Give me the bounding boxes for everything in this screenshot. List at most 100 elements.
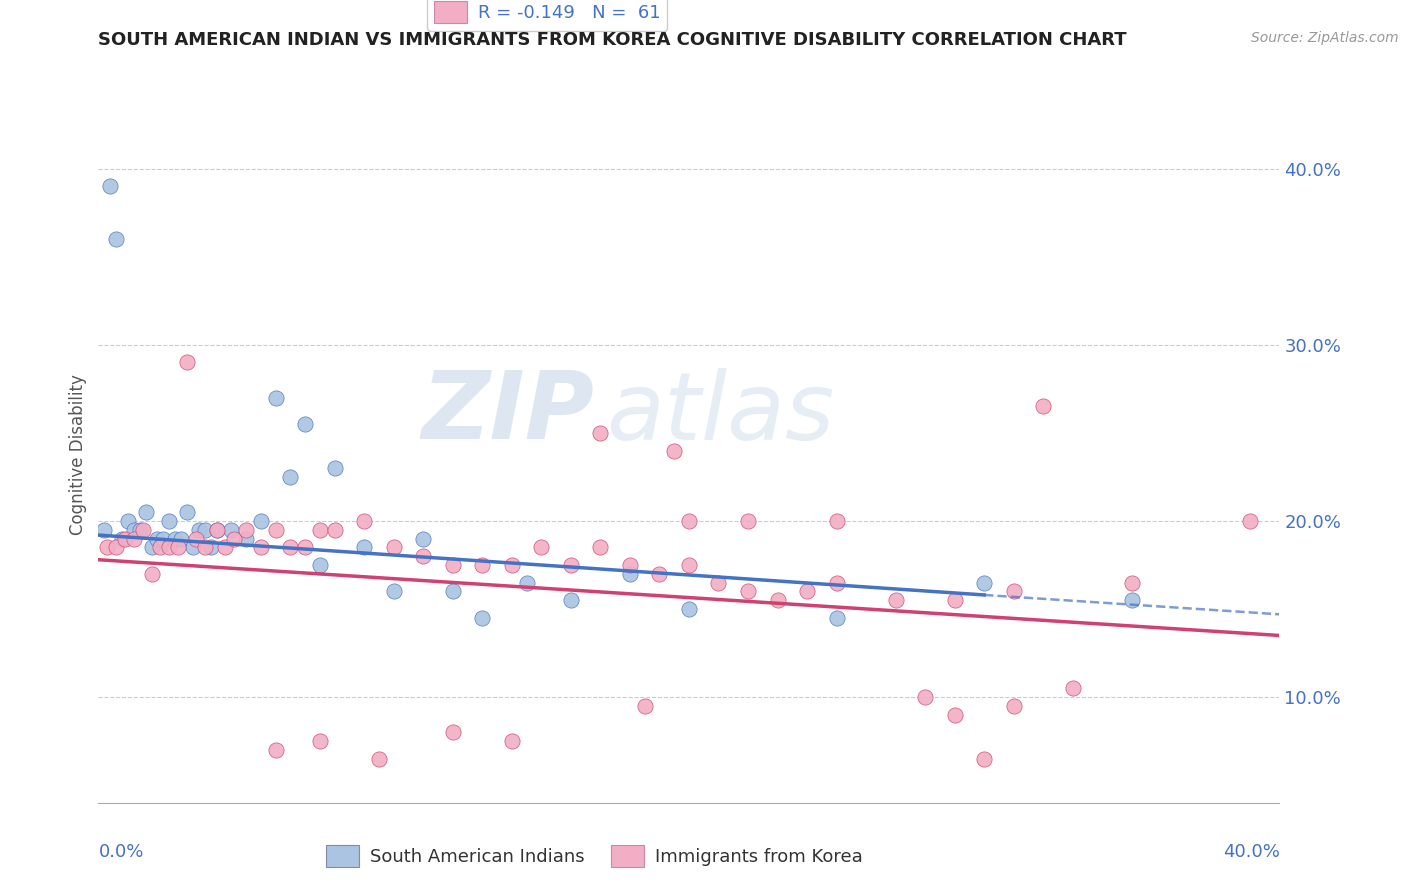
Point <box>560 593 582 607</box>
Point <box>141 566 163 581</box>
Text: ZIP: ZIP <box>422 368 595 459</box>
Point <box>1002 584 1025 599</box>
Point <box>205 523 228 537</box>
Point <box>648 566 671 581</box>
Point <box>157 514 180 528</box>
Point <box>117 514 139 528</box>
Point <box>214 541 236 555</box>
Point <box>766 593 789 607</box>
Text: 40.0%: 40.0% <box>1223 843 1279 861</box>
Point <box>1239 514 1261 528</box>
Point <box>353 541 375 555</box>
Point <box>141 541 163 555</box>
Point <box>973 575 995 590</box>
Point <box>471 558 494 572</box>
Point <box>309 558 332 572</box>
Point <box>664 443 686 458</box>
Point <box>382 584 405 599</box>
Point <box>1002 698 1025 713</box>
Point <box>619 558 641 572</box>
Point <box>560 558 582 572</box>
Point <box>589 425 612 440</box>
Point <box>1062 681 1084 696</box>
Point <box>264 743 287 757</box>
Point <box>516 575 538 590</box>
Point <box>93 523 115 537</box>
Point <box>707 575 730 590</box>
Point <box>111 532 134 546</box>
Point <box>122 523 145 537</box>
Point <box>634 698 657 713</box>
Point <box>884 593 907 607</box>
Point <box>294 541 316 555</box>
Point <box>105 541 128 555</box>
Point <box>194 541 217 555</box>
Point <box>184 532 207 546</box>
Point <box>235 532 257 546</box>
Point <box>943 707 966 722</box>
Point <box>167 541 190 555</box>
Point <box>264 391 287 405</box>
Point <box>382 541 405 555</box>
Point <box>323 461 346 475</box>
Point <box>1032 400 1054 414</box>
Point <box>943 593 966 607</box>
Point <box>501 734 523 748</box>
Point <box>737 514 759 528</box>
Point <box>471 611 494 625</box>
Point <box>224 532 246 546</box>
Point <box>323 523 346 537</box>
Point <box>264 523 287 537</box>
Point <box>105 232 128 246</box>
Point <box>294 417 316 431</box>
Point <box>165 532 187 546</box>
Text: atlas: atlas <box>606 368 835 458</box>
Point <box>501 558 523 572</box>
Point <box>530 541 553 555</box>
Point <box>122 532 145 546</box>
Point <box>678 602 700 616</box>
Point <box>796 584 818 599</box>
Point <box>194 523 217 537</box>
Point <box>825 575 848 590</box>
Point <box>914 690 936 705</box>
Point <box>135 505 157 519</box>
Point <box>132 523 155 537</box>
Point <box>280 541 302 555</box>
Text: SOUTH AMERICAN INDIAN VS IMMIGRANTS FROM KOREA COGNITIVE DISABILITY CORRELATION : SOUTH AMERICAN INDIAN VS IMMIGRANTS FROM… <box>98 31 1128 49</box>
Point <box>737 584 759 599</box>
Point <box>250 541 273 555</box>
Point <box>221 523 243 537</box>
Point <box>412 549 434 564</box>
Point <box>152 532 174 546</box>
Point <box>412 532 434 546</box>
Point <box>973 752 995 766</box>
Point <box>235 523 257 537</box>
Point <box>1121 575 1143 590</box>
Point <box>176 505 198 519</box>
Point <box>368 752 391 766</box>
Point <box>1121 593 1143 607</box>
Point <box>353 514 375 528</box>
Point <box>441 584 464 599</box>
Point <box>114 532 136 546</box>
Point <box>825 514 848 528</box>
Point <box>96 541 118 555</box>
Text: Source: ZipAtlas.com: Source: ZipAtlas.com <box>1251 31 1399 45</box>
Point <box>825 611 848 625</box>
Point <box>309 523 332 537</box>
Point <box>200 541 222 555</box>
Point <box>280 470 302 484</box>
Point <box>157 541 180 555</box>
Point <box>678 558 700 572</box>
Point <box>181 541 204 555</box>
Y-axis label: Cognitive Disability: Cognitive Disability <box>69 375 87 535</box>
Point <box>149 541 172 555</box>
Point <box>589 541 612 555</box>
Point <box>441 558 464 572</box>
Text: 0.0%: 0.0% <box>98 843 143 861</box>
Point <box>146 532 169 546</box>
Point <box>678 514 700 528</box>
Point <box>441 725 464 739</box>
Point <box>170 532 193 546</box>
